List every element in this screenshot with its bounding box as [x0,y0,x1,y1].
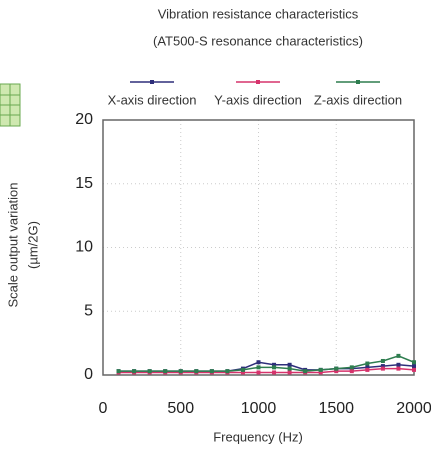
data-point [396,366,401,371]
data-point [365,365,370,370]
legend-marker [150,80,154,84]
x-tick-label: 2000 [396,400,431,417]
data-point [380,366,385,371]
x-axis-label: Frequency (Hz) [213,429,303,444]
y-tick-label: 0 [84,366,93,383]
data-point [334,366,339,371]
data-point [396,353,401,358]
x-tick-label: 0 [99,400,108,417]
data-point [349,369,354,374]
data-point [116,369,121,374]
data-point [272,362,277,367]
y-tick-label: 5 [84,302,93,319]
data-point [256,365,261,370]
legend-label: Z-axis direction [314,92,402,107]
device-icon [0,83,21,127]
data-point [272,365,277,370]
x-tick-label: 1000 [241,400,277,417]
legend-marker [256,80,260,84]
data-point [365,361,370,366]
x-tick-label: 1500 [318,400,354,417]
data-point [412,360,416,365]
data-point [256,360,261,365]
data-point [163,369,168,374]
data-point [147,369,152,374]
data-point [349,365,354,370]
y-tick-label: 15 [75,175,93,192]
data-point [194,369,199,374]
chart-subtitle: (AT500-S resonance characteristics) [153,33,363,48]
series-line [118,367,415,374]
data-point [412,367,416,372]
data-point [132,369,137,374]
data-point [209,369,214,374]
data-point [318,370,323,375]
data-point [380,364,385,369]
data-point [256,370,261,375]
data-point [412,364,416,369]
data-point [272,370,277,375]
data-point [287,362,292,367]
data-point [287,366,292,371]
series-line [118,355,415,372]
y-tick-label: 20 [75,111,93,128]
data-point [396,362,401,367]
data-point [240,367,245,372]
data-point [225,369,230,374]
y-axis-label: Scale output variation [5,182,20,307]
data-point [287,370,292,375]
data-point [178,369,183,374]
data-point [240,370,245,375]
data-point [365,367,370,372]
chart-title: Vibration resistance characteristics [158,6,359,21]
data-point [334,369,339,374]
data-point [380,358,385,363]
plot-frame [102,119,415,376]
data-point [303,369,308,374]
legend-label: X-axis direction [108,92,197,107]
data-point [318,367,323,372]
y-tick-label: 10 [75,239,93,256]
x-tick-label: 500 [167,400,194,417]
legend-label: Y-axis direction [214,92,302,107]
y-axis-unit: (µm/2G) [25,221,40,269]
legend-marker [356,80,360,84]
